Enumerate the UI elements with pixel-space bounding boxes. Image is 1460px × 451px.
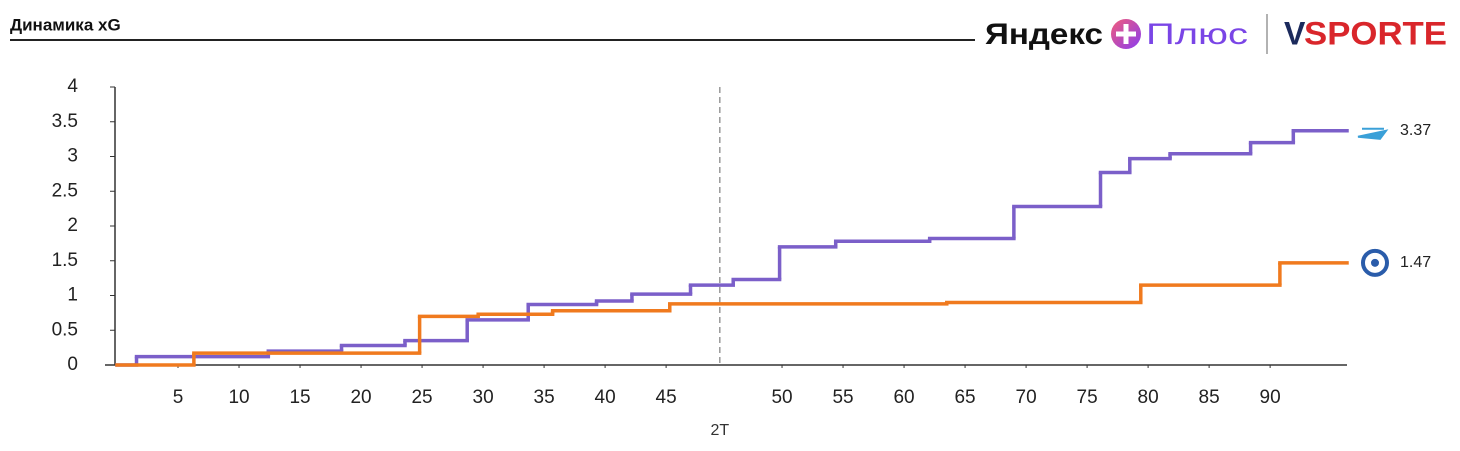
x-tick-label: 70 — [1016, 387, 1037, 408]
x-tick-label: 60 — [893, 387, 914, 408]
y-tick-label: 2 — [67, 215, 78, 236]
x-tick-label: 5 — [173, 387, 184, 408]
plus-text: Плюс — [1146, 18, 1248, 51]
x-tick-label: 40 — [595, 387, 616, 408]
x-tick-label: 55 — [832, 387, 853, 408]
vsport-text: SPORTE — [1304, 15, 1447, 51]
chart: 00.511.522.533.545 10 15 20 25 30 35 40 45 50 55 60… — [52, 76, 1432, 439]
y-tick-label: 0.5 — [52, 319, 78, 340]
plus-sign — [1116, 24, 1136, 44]
x-tick-label: 65 — [954, 387, 975, 408]
team-logo-center — [1371, 258, 1379, 267]
title: Динамика xG — [10, 15, 121, 34]
y-tick-label: 1.5 — [52, 250, 78, 271]
x-tick-label: 45 — [656, 387, 677, 408]
x-tick-label: 90 — [1260, 387, 1281, 408]
x-tick-label: 15 — [289, 387, 310, 408]
team-logo — [1357, 127, 1389, 140]
y-tick-label: 3.5 — [52, 111, 78, 132]
x-tick-label: 25 — [411, 387, 432, 408]
y-tick-label: 4 — [67, 76, 78, 97]
x-tick-label: 85 — [1199, 387, 1220, 408]
x-tick-label: 50 — [771, 387, 792, 408]
halftime-label: 2T — [710, 422, 729, 439]
end-value-label: 3.37 — [1400, 122, 1431, 139]
yandex-plus-logo: Яндекс Плюс — [985, 18, 1248, 51]
x-tick-label: 35 — [534, 387, 555, 408]
y-tick-label: 1 — [67, 285, 78, 306]
y-tick-label: 2.5 — [52, 180, 78, 201]
x-tick-label: 75 — [1077, 387, 1098, 408]
x-tick-label: 20 — [350, 387, 371, 408]
y-tick-label: 3 — [67, 146, 78, 167]
x-tick-label: 10 — [228, 387, 249, 408]
x-tick-label: 30 — [473, 387, 494, 408]
end-value-label: 1.47 — [1400, 254, 1431, 271]
yandex-text: Яндекс — [985, 18, 1103, 51]
y-tick-label: 0 — [67, 354, 78, 375]
x-tick-label: 80 — [1138, 387, 1159, 408]
vsport-v: V — [1284, 15, 1306, 51]
